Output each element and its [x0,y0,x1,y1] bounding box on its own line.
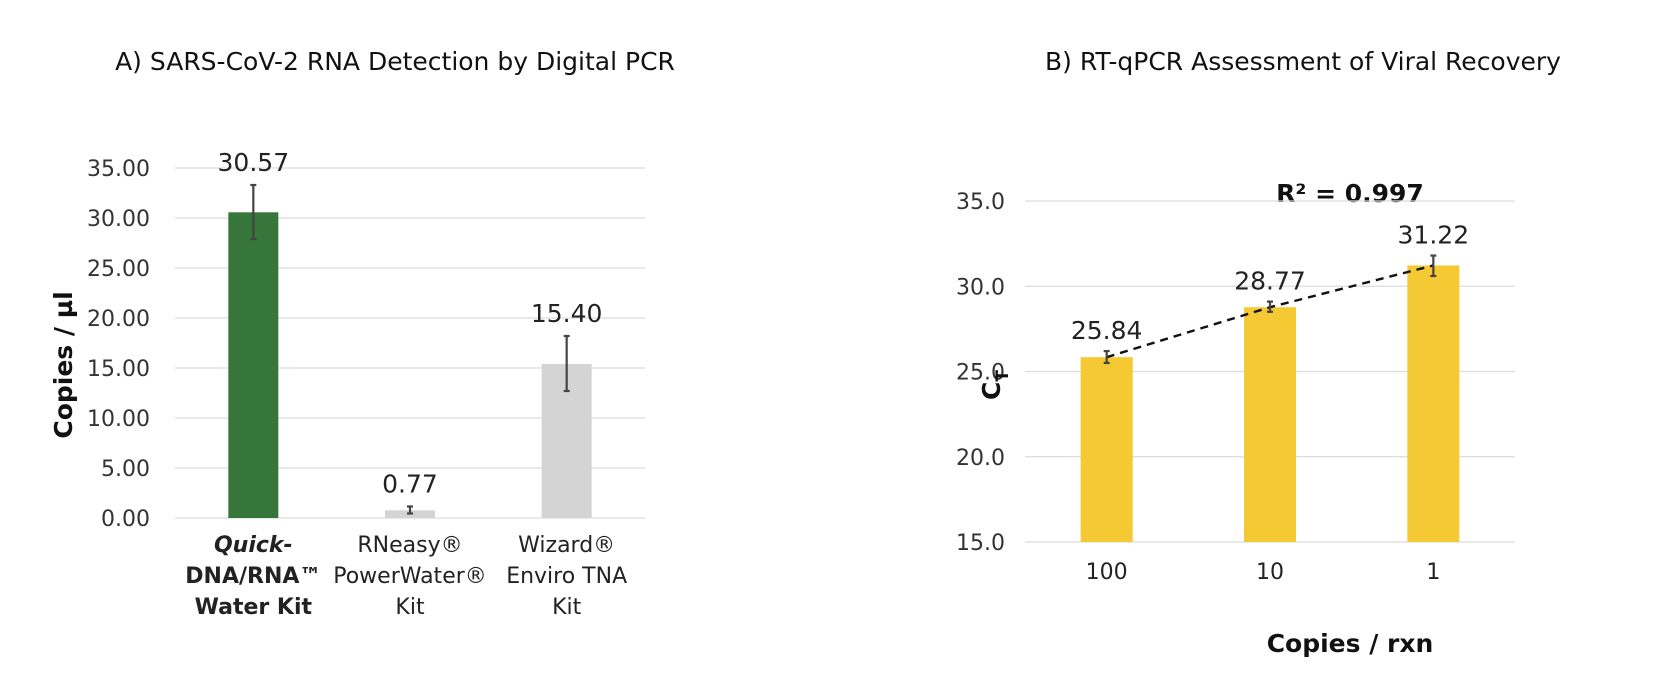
panel-a-y-tick-label: 0.00 [101,507,150,532]
panel-a-y-axis-label: Copies / µl [49,291,78,438]
panel-b-bar [1244,307,1296,542]
panel-b-y-tick-label: 20.0 [956,446,1005,471]
panel-a-y-ticks: 0.00 5.00 10.00 15.00 20.00 25.00 30.00 35.00 [87,157,150,532]
panel-a: A) SARS-CoV-2 RNA Detection by Digital P… [49,47,675,620]
panel-a-data-label: 15.40 [531,299,603,328]
panel-b-y-tick-label: 25.0 [956,361,1005,386]
panel-b-y-tick-label: 35.0 [956,190,1005,215]
panel-a-category-label: PowerWater® [333,564,487,589]
panel-b-y-tick-label: 15.0 [956,531,1005,556]
panel-a-category-labels: Quick- DNA/RNA™ Water Kit RNeasy® PowerWater… [185,533,627,620]
panel-b-r2-annotation: R² = 0.997 [1276,179,1424,208]
panel-b-bar [1080,357,1133,542]
panel-a-category-label: RNeasy® [357,533,462,558]
panel-a-category-label: Kit [552,595,582,620]
panel-a-y-tick-label: 35.00 [87,157,150,182]
panel-a-y-tick-label: 20.00 [87,307,150,332]
panel-a-title: A) SARS-CoV-2 RNA Detection by Digital P… [115,47,675,76]
panel-b-data-label: 28.77 [1234,267,1306,296]
panel-b-x-axis-label: Copies / rxn [1267,629,1434,658]
panel-a-category-label: DNA/RNA™ [185,564,321,589]
panel-a-category-label: Wizard® [518,533,615,558]
panel-b-y-ticks: 15.0 20.0 25.0 30.0 35.0 [956,190,1005,556]
panel-a-y-tick-label: 30.00 [87,207,150,232]
panel-a-y-tick-label: 10.00 [87,407,150,432]
panel-b-bars [1080,265,1460,542]
panel-b-category-labels: 100 10 1 [1086,560,1441,585]
panel-a-category-label: Quick- [214,533,293,558]
svg-text:CT: CT [977,370,1013,400]
panel-b-data-label: 31.22 [1398,221,1470,250]
panel-b-y-axis-label-main: C [977,382,1006,400]
panel-a-category-label: Kit [395,595,425,620]
panel-b-data-label: 25.84 [1071,316,1143,345]
panel-a-category-label: Enviro TNA [506,564,627,589]
panel-b-y-axis-label: CT [977,370,1013,400]
panel-a-data-labels: 30.57 0.77 15.40 [218,148,603,499]
panel-b-bar [1407,265,1460,542]
panel-a-y-tick-label: 25.00 [87,257,150,282]
panel-a-y-tick-label: 15.00 [87,357,150,382]
panel-a-category-label: Water Kit [195,595,313,620]
panel-b-error-bars [1103,254,1437,365]
panel-b-title: B) RT-qPCR Assessment of Viral Recovery [1045,47,1561,76]
panel-b-category-label: 1 [1426,560,1440,585]
panel-b-data-labels: 25.84 28.77 31.22 [1071,221,1469,345]
panel-b-category-label: 10 [1256,560,1284,585]
panel-b-y-axis-label-sub: T [993,370,1013,382]
panel-a-bar [228,212,279,519]
panel-a-error-bars [250,183,570,515]
panel-b-y-tick-label: 30.0 [956,275,1005,300]
panel-a-data-label: 30.57 [218,148,290,177]
panel-a-data-label: 0.77 [382,470,438,499]
panel-b-category-label: 100 [1086,560,1128,585]
panel-a-y-tick-label: 5.00 [101,457,150,482]
panel-b: B) RT-qPCR Assessment of Viral Recovery … [956,47,1561,658]
